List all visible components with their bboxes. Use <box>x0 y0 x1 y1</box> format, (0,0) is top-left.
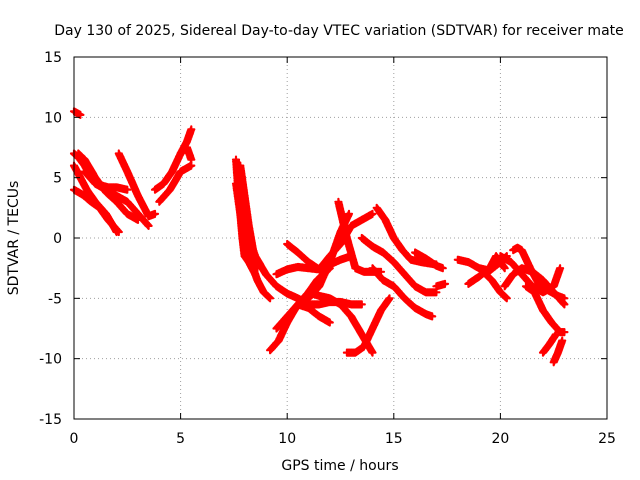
chart-title: Day 130 of 2025, Sidereal Day-to-day VTE… <box>54 23 624 39</box>
axis-ticks: 0 5 10 15 20 25 15 10 5 0 -5 -10 -15 <box>39 50 616 447</box>
y-tick-label: 10 <box>44 110 62 126</box>
series-arc-28 <box>432 279 450 291</box>
series-arc-25 <box>368 264 437 321</box>
series-arc-27 <box>411 248 447 273</box>
grid <box>74 57 607 419</box>
y-tick-label: -5 <box>48 291 62 307</box>
x-tick-label: 0 <box>70 431 79 447</box>
x-tick-label: 20 <box>491 431 509 447</box>
y-tick-label: 5 <box>53 171 62 187</box>
y-tick-label: -10 <box>39 352 62 368</box>
y-tick-label: -15 <box>39 412 62 428</box>
y-tick-label: 15 <box>44 50 62 66</box>
x-tick-label: 5 <box>176 431 185 447</box>
series-arc-7 <box>114 149 160 221</box>
series-arc-24 <box>357 233 441 297</box>
series-arc-1 <box>69 107 85 119</box>
series-arc-34 <box>496 252 565 297</box>
series-arc-15 <box>240 233 275 303</box>
series-arc-35 <box>521 282 569 337</box>
series-arc-36 <box>538 330 560 357</box>
series-arc-6 <box>80 167 153 230</box>
y-axis-label: SDTVAR / TECUs <box>6 181 22 296</box>
data-series <box>69 107 569 367</box>
series-arc-9 <box>155 161 196 206</box>
x-tick-label: 15 <box>385 431 403 447</box>
series-arc-23 <box>342 294 394 357</box>
y-tick-label: 0 <box>53 231 62 247</box>
series-arc-31 <box>481 270 511 303</box>
x-tick-label: 25 <box>598 431 616 447</box>
x-axis-label: GPS time / hours <box>281 458 398 474</box>
x-tick-label: 10 <box>278 431 296 447</box>
series-arc-37 <box>549 336 567 367</box>
series-arc-10 <box>176 143 196 164</box>
